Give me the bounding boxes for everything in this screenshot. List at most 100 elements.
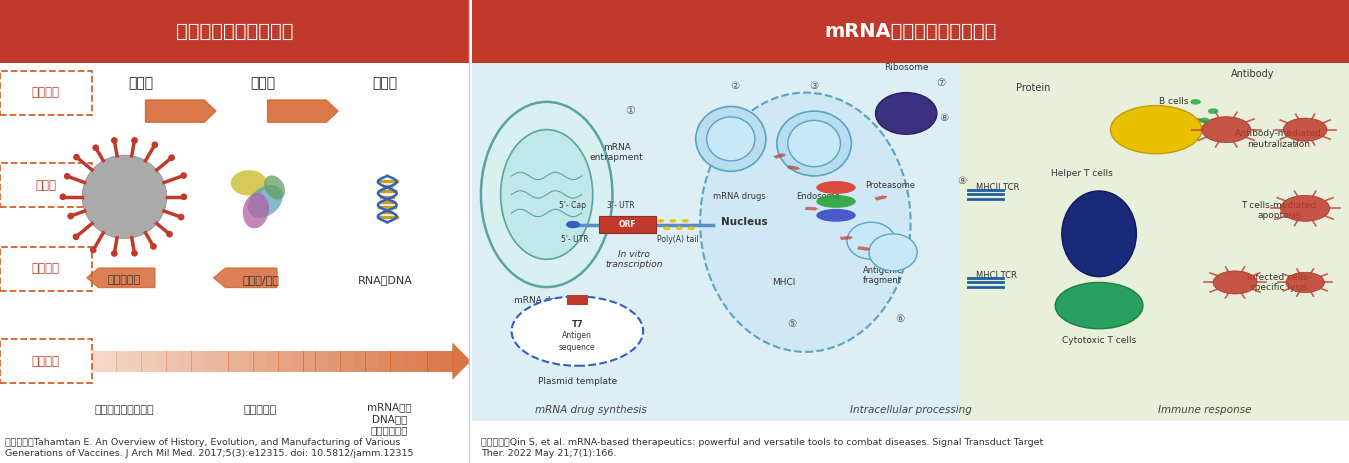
Text: mRNA
entrapment: mRNA entrapment: [590, 143, 643, 163]
FancyBboxPatch shape: [0, 163, 92, 207]
FancyBboxPatch shape: [0, 0, 469, 63]
FancyBboxPatch shape: [290, 351, 304, 371]
Text: ORF: ORF: [619, 220, 637, 229]
FancyBboxPatch shape: [204, 351, 216, 371]
FancyBboxPatch shape: [328, 351, 341, 371]
Circle shape: [92, 144, 98, 151]
FancyBboxPatch shape: [130, 351, 142, 371]
FancyBboxPatch shape: [599, 216, 656, 233]
Text: 蛋白质/多糖: 蛋白质/多糖: [241, 275, 279, 285]
Ellipse shape: [480, 102, 612, 287]
Text: mRNA疫苗工作原理示意图: mRNA疫苗工作原理示意图: [824, 22, 997, 41]
FancyArrow shape: [86, 268, 155, 288]
Text: Antibody-mediated
neutralization: Antibody-mediated neutralization: [1236, 129, 1322, 149]
Text: sequence: sequence: [558, 343, 596, 352]
Text: In vitro
transcription: In vitro transcription: [606, 250, 664, 269]
Circle shape: [73, 233, 80, 240]
Text: 一代苗: 一代苗: [128, 76, 154, 90]
Circle shape: [90, 247, 97, 253]
Circle shape: [681, 219, 689, 223]
Text: 3'- UTR: 3'- UTR: [607, 200, 635, 210]
Text: ④: ④: [805, 137, 815, 147]
Ellipse shape: [847, 222, 896, 259]
Text: Endosome: Endosome: [796, 192, 840, 201]
Circle shape: [181, 194, 188, 200]
Text: mRNA疫苗
DNA疫苗
病毒载体疫苗: mRNA疫苗 DNA疫苗 病毒载体疫苗: [367, 402, 411, 436]
FancyBboxPatch shape: [0, 63, 469, 463]
Text: 灭活疫苗、减毒疫苗: 灭活疫苗、减毒疫苗: [94, 405, 154, 415]
Circle shape: [676, 226, 683, 230]
Circle shape: [1055, 282, 1143, 329]
Circle shape: [1283, 118, 1327, 141]
Text: 构成顺序: 构成顺序: [32, 262, 59, 275]
Text: Antigenic
fragment: Antigenic fragment: [862, 266, 902, 285]
Text: 适用性: 适用性: [35, 179, 57, 192]
Text: Cytotoxic T cells: Cytotoxic T cells: [1062, 336, 1136, 345]
Ellipse shape: [1062, 191, 1136, 276]
Text: Proteasome: Proteasome: [865, 181, 915, 190]
Circle shape: [166, 231, 173, 238]
FancyBboxPatch shape: [340, 351, 353, 371]
FancyBboxPatch shape: [254, 351, 266, 371]
FancyBboxPatch shape: [216, 351, 229, 371]
FancyBboxPatch shape: [192, 351, 204, 371]
FancyBboxPatch shape: [142, 351, 154, 371]
FancyBboxPatch shape: [228, 351, 241, 371]
FancyBboxPatch shape: [154, 351, 167, 371]
Text: 资料来源：Tahamtan E. An Overview of History, Evolution, and Manufacturing of Various: 资料来源：Tahamtan E. An Overview of History,…: [4, 438, 413, 458]
Text: Nucleus: Nucleus: [720, 217, 768, 227]
Circle shape: [82, 155, 167, 238]
Text: Intracellular processing: Intracellular processing: [850, 405, 971, 415]
Text: 5'- Cap: 5'- Cap: [560, 200, 587, 210]
FancyBboxPatch shape: [390, 351, 403, 371]
Circle shape: [73, 154, 80, 161]
Circle shape: [1110, 106, 1202, 154]
FancyBboxPatch shape: [0, 70, 92, 114]
Text: 三代疫苗技术发展过程: 三代疫苗技术发展过程: [175, 22, 294, 41]
FancyBboxPatch shape: [440, 351, 453, 371]
Circle shape: [169, 154, 175, 161]
Text: ⑨: ⑨: [956, 175, 966, 186]
Text: mRNA drug synthesis: mRNA drug synthesis: [534, 405, 646, 415]
FancyBboxPatch shape: [402, 351, 415, 371]
FancyBboxPatch shape: [166, 351, 179, 371]
Text: ⑥: ⑥: [896, 314, 905, 325]
FancyBboxPatch shape: [567, 295, 588, 305]
Ellipse shape: [869, 234, 917, 271]
Ellipse shape: [248, 185, 283, 218]
FancyBboxPatch shape: [378, 351, 391, 371]
Circle shape: [1190, 99, 1201, 105]
Text: B cells: B cells: [1159, 97, 1188, 106]
Ellipse shape: [707, 117, 755, 161]
Text: Immune response: Immune response: [1157, 405, 1251, 415]
Circle shape: [150, 243, 156, 250]
FancyArrow shape: [773, 153, 786, 159]
Circle shape: [1286, 272, 1325, 293]
FancyBboxPatch shape: [472, 63, 959, 421]
Text: T cells-mediated
apoptosis: T cells-mediated apoptosis: [1241, 201, 1317, 220]
Circle shape: [664, 226, 670, 230]
FancyBboxPatch shape: [316, 351, 328, 371]
Ellipse shape: [500, 130, 592, 259]
Text: 二代苗: 二代苗: [251, 76, 275, 90]
Text: MHCI TCR: MHCI TCR: [977, 271, 1017, 280]
Ellipse shape: [264, 175, 285, 200]
FancyArrow shape: [146, 100, 216, 122]
Ellipse shape: [696, 106, 766, 171]
Text: Antigen: Antigen: [563, 331, 592, 340]
FancyBboxPatch shape: [415, 351, 428, 371]
Text: Infected cells-
specific lysis: Infected cells- specific lysis: [1246, 273, 1311, 292]
Circle shape: [1202, 117, 1251, 143]
Text: Ribosome: Ribosome: [884, 63, 928, 72]
Circle shape: [131, 137, 138, 144]
Text: ⑤: ⑤: [788, 319, 797, 329]
Circle shape: [1213, 271, 1257, 294]
Text: ②: ②: [731, 81, 739, 91]
FancyBboxPatch shape: [366, 351, 378, 371]
Circle shape: [131, 250, 138, 257]
Circle shape: [511, 296, 643, 366]
Circle shape: [669, 219, 676, 223]
Ellipse shape: [816, 209, 855, 222]
Circle shape: [688, 226, 695, 230]
Ellipse shape: [876, 93, 936, 134]
